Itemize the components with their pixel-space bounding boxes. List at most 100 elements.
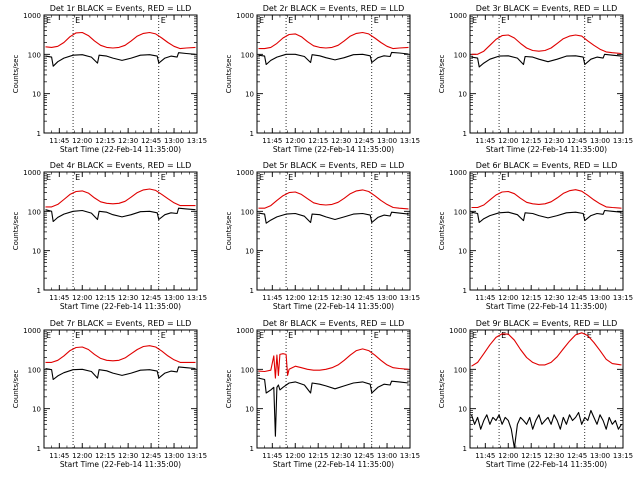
- x-tick-label: 12:45: [567, 294, 587, 302]
- x-tick-label: 12:00: [285, 452, 305, 460]
- panel-title: Det 2r BLACK = Events, RED = LLD: [263, 4, 405, 13]
- x-tick-label: 11:45: [475, 294, 495, 302]
- x-tick-label: 13:00: [164, 137, 184, 145]
- x-axis-label: Start Time (22-Feb-14 11:35:00): [486, 460, 607, 469]
- y-tick-label: 1: [250, 287, 254, 295]
- event-marker-label: E: [259, 173, 264, 182]
- y-tick-label: 10: [458, 406, 467, 414]
- panel-title: Det 3r BLACK = Events, RED = LLD: [476, 4, 618, 13]
- x-tick-label: 13:15: [187, 452, 207, 460]
- x-tick-label: 12:00: [498, 452, 518, 460]
- event-marker-label: E: [259, 16, 264, 25]
- y-axis-label: Counts/sec: [225, 370, 233, 409]
- x-tick-label: 13:15: [400, 294, 420, 302]
- event-marker-label: E: [46, 173, 51, 182]
- y-tick-label: 10: [458, 91, 467, 99]
- x-tick-label: 12:30: [544, 137, 564, 145]
- x-tick-label: 12:15: [521, 452, 541, 460]
- series-line-events: [258, 377, 409, 437]
- event-marker-label: E: [374, 331, 379, 340]
- x-tick-label: 13:00: [377, 137, 397, 145]
- x-tick-label: 12:00: [285, 294, 305, 302]
- event-marker-label: E: [472, 16, 477, 25]
- y-tick-label: 100: [241, 208, 254, 216]
- x-tick-label: 13:15: [613, 294, 633, 302]
- x-tick-label: 13:00: [590, 452, 610, 460]
- y-axis-label: Counts/sec: [12, 55, 20, 94]
- panel-title: Det 5r BLACK = Events, RED = LLD: [263, 161, 405, 170]
- plot-frame: [256, 171, 411, 291]
- event-marker-label: E: [374, 173, 379, 182]
- plot-frame: [469, 14, 624, 134]
- y-tick-label: 10: [32, 406, 41, 414]
- event-marker-label: E: [501, 331, 506, 340]
- plot-frame: [256, 329, 411, 449]
- x-tick-label: 12:45: [141, 137, 161, 145]
- event-marker-label: E: [472, 331, 477, 340]
- panel-title: Det 6r BLACK = Events, RED = LLD: [476, 161, 618, 170]
- series-line-events: [258, 211, 409, 224]
- series-line-events: [471, 209, 622, 224]
- series-line-events: [45, 52, 196, 67]
- x-axis-label: Start Time (22-Feb-14 11:35:00): [60, 145, 181, 154]
- panel-title: Det 9r BLACK = Events, RED = LLD: [476, 319, 618, 328]
- panel-det-6: Det 6r BLACK = Events, RED = LLD 1 10 100 10…: [438, 161, 633, 311]
- y-tick-label: 1: [37, 287, 41, 295]
- y-tick-label: 100: [28, 51, 41, 59]
- x-tick-label: 13:15: [613, 137, 633, 145]
- event-marker-label: E: [288, 16, 293, 25]
- x-tick-label: 11:45: [262, 137, 282, 145]
- plot-frame: [43, 329, 198, 449]
- x-tick-label: 12:30: [118, 452, 138, 460]
- y-tick-label: 100: [454, 208, 467, 216]
- event-marker-label: E: [374, 16, 379, 25]
- x-tick-label: 12:30: [118, 137, 138, 145]
- x-tick-label: 13:00: [590, 294, 610, 302]
- x-tick-label: 13:15: [400, 452, 420, 460]
- series-line-events: [45, 207, 196, 223]
- series-line-lld: [45, 31, 196, 50]
- x-tick-label: 11:45: [49, 294, 69, 302]
- x-axis-label: Start Time (22-Feb-14 11:35:00): [273, 460, 394, 469]
- plot-frame: [469, 329, 624, 449]
- x-tick-label: 12:00: [72, 294, 92, 302]
- y-tick-label: 10: [32, 91, 41, 99]
- x-axis-label: Start Time (22-Feb-14 11:35:00): [486, 145, 607, 154]
- x-tick-label: 11:45: [262, 294, 282, 302]
- x-tick-label: 12:45: [354, 137, 374, 145]
- x-tick-label: 12:45: [141, 294, 161, 302]
- event-marker-label: E: [288, 173, 293, 182]
- panel-title: Det 7r BLACK = Events, RED = LLD: [50, 319, 192, 328]
- x-tick-label: 13:15: [613, 452, 633, 460]
- x-tick-label: 12:30: [331, 452, 351, 460]
- y-tick-label: 1000: [449, 12, 467, 20]
- y-tick-label: 10: [245, 248, 254, 256]
- plot-frame: [256, 14, 411, 134]
- x-tick-label: 12:00: [72, 137, 92, 145]
- x-tick-label: 11:45: [49, 137, 69, 145]
- panel-det-8: Det 8r BLACK = Events, RED = LLD 1 10 100 10…: [225, 319, 420, 469]
- x-tick-label: 11:45: [49, 452, 69, 460]
- x-tick-label: 13:00: [377, 294, 397, 302]
- plot-frame: [469, 171, 624, 291]
- y-tick-label: 1: [463, 445, 467, 453]
- y-axis-label: Counts/sec: [12, 370, 20, 409]
- y-axis-label: Counts/sec: [225, 212, 233, 251]
- series-line-lld: [258, 31, 409, 50]
- series-line-events: [258, 51, 409, 66]
- series-line-lld: [471, 34, 622, 55]
- y-tick-label: 100: [454, 366, 467, 374]
- x-tick-label: 12:15: [308, 452, 328, 460]
- event-marker-label: E: [587, 173, 592, 182]
- x-tick-label: 12:15: [521, 137, 541, 145]
- x-axis-label: Start Time (22-Feb-14 11:35:00): [273, 145, 394, 154]
- y-tick-label: 1000: [23, 169, 41, 177]
- x-tick-label: 11:45: [475, 137, 495, 145]
- y-tick-label: 100: [28, 366, 41, 374]
- y-tick-label: 1000: [23, 12, 41, 20]
- y-tick-label: 1: [250, 130, 254, 138]
- event-marker-label: E: [587, 16, 592, 25]
- y-tick-label: 1000: [236, 169, 254, 177]
- x-tick-label: 12:00: [285, 137, 305, 145]
